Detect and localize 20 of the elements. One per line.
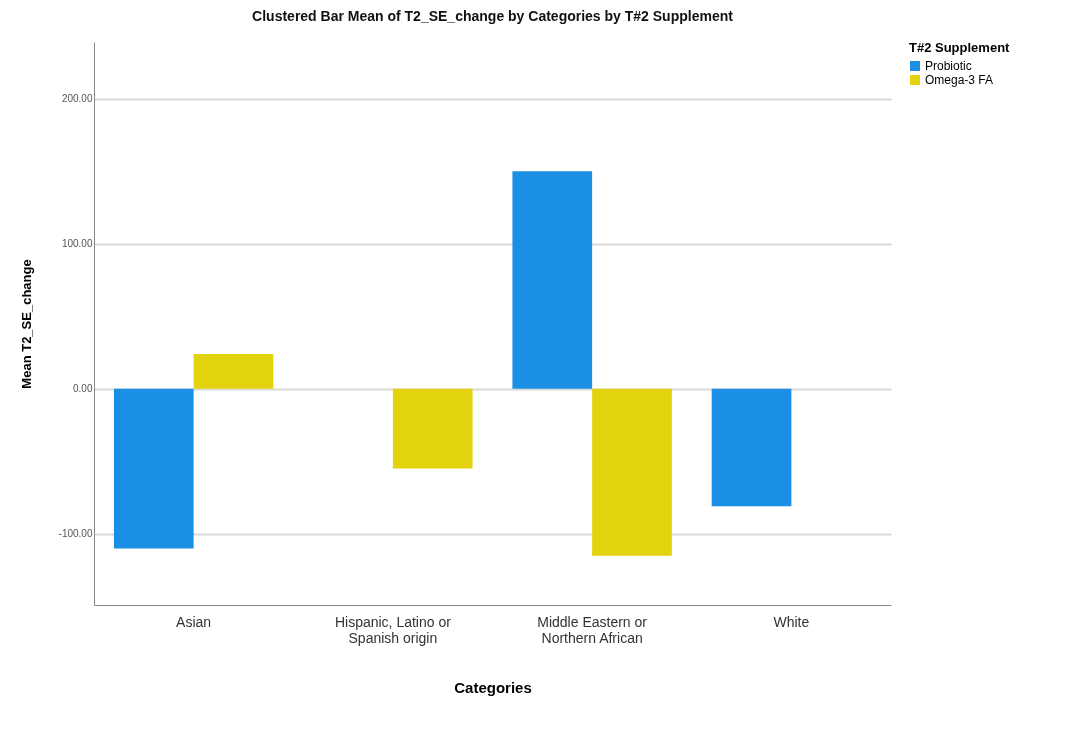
x-axis-title: Categories <box>454 678 532 696</box>
x-tick-label: White <box>773 613 810 630</box>
y-tick-label: -100.00 <box>58 528 93 540</box>
y-axis-title: Mean T2_SE_change <box>18 259 34 389</box>
bar <box>512 171 593 389</box>
x-tick-label: Hispanic, Latino or Spanish origin <box>334 613 452 646</box>
x-tick-label: Asian <box>176 613 212 630</box>
bar <box>113 388 194 549</box>
bar <box>193 353 274 389</box>
legend-label: Omega-3 FA <box>925 73 994 87</box>
bar <box>711 388 792 507</box>
y-tick-label: 100.00 <box>61 238 93 250</box>
bar <box>592 388 672 556</box>
legend-title: T#2 Supplement <box>909 40 1011 55</box>
chart-title: Clustered Bar Mean of T2_SE_change by Categories by T#2 Supplement <box>252 8 734 24</box>
legend-label: Probiotic <box>925 59 972 73</box>
x-tick-label: Middle Eastern or Northern African <box>537 613 648 646</box>
y-tick-label: 0.00 <box>73 383 93 395</box>
y-tick-label: 200.00 <box>61 93 93 105</box>
bar <box>392 388 473 469</box>
